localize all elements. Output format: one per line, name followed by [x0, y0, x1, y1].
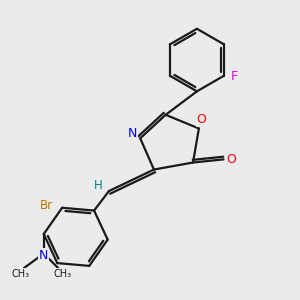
Text: N: N [128, 127, 137, 140]
Text: CH₃: CH₃ [11, 269, 29, 279]
Text: F: F [231, 70, 238, 83]
Text: O: O [196, 113, 206, 126]
Text: O: O [226, 153, 236, 166]
Text: N: N [39, 249, 48, 262]
Text: H: H [94, 179, 103, 192]
Text: CH₃: CH₃ [53, 269, 72, 279]
Text: Br: Br [40, 199, 53, 212]
